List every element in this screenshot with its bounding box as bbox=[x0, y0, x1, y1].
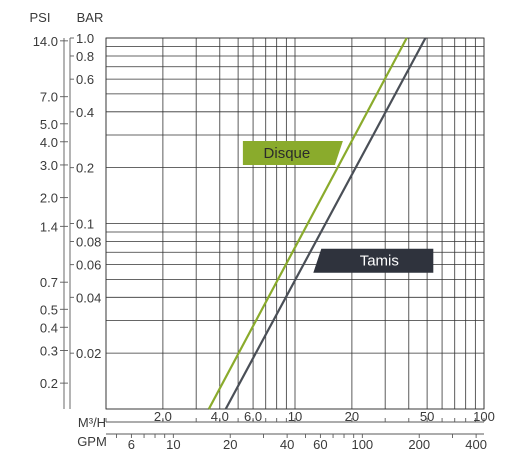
bar-unit-label: BAR bbox=[77, 10, 104, 25]
gpm-tick-label: 200 bbox=[408, 437, 430, 452]
plot-frame bbox=[105, 37, 485, 410]
gpm-tick-label: 6 bbox=[128, 437, 135, 452]
series-labels-layer: Disque Tamis bbox=[242, 140, 434, 273]
bar-tick-label: 0.08 bbox=[76, 234, 101, 249]
psi-tick-label: 2.0 bbox=[40, 191, 58, 206]
gpm-tick-label: 20 bbox=[223, 437, 237, 452]
m3h-tick-label: 4.0 bbox=[211, 409, 229, 424]
psi-tick-label: 0.4 bbox=[40, 320, 58, 335]
bar-tick-label: 0.2 bbox=[76, 161, 94, 176]
bar-tick-label: 0.4 bbox=[76, 105, 94, 120]
psi-tick-label: 0.5 bbox=[40, 302, 58, 317]
m3h-tick-label: 10 bbox=[288, 409, 302, 424]
bar-tick-label: 0.1 bbox=[76, 217, 94, 232]
psi-tick-label: 1.4 bbox=[40, 219, 58, 234]
psi-tick-label: 5.0 bbox=[40, 117, 58, 132]
psi-tick-label: 7.0 bbox=[40, 90, 58, 105]
tamis-label-tag bbox=[313, 248, 434, 273]
m3h-tick-label: 50 bbox=[420, 409, 434, 424]
gpm-tick-label: 400 bbox=[465, 437, 487, 452]
gpm-tick-label: 100 bbox=[351, 437, 373, 452]
bar-tick-label: 0.06 bbox=[76, 258, 101, 273]
bar-tick-label: 0.6 bbox=[76, 72, 94, 87]
bar-tick-label: 0.04 bbox=[76, 290, 101, 305]
psi-tick-label: 0.7 bbox=[40, 275, 58, 290]
bar-tick-label: 0.8 bbox=[76, 49, 94, 64]
gpm-unit-label: GPM bbox=[77, 434, 107, 449]
bar-tick-label: 0.02 bbox=[76, 346, 101, 361]
psi-tick-label: 14.0 bbox=[33, 34, 58, 49]
m3h-tick-label: 100 bbox=[473, 409, 495, 424]
disque-label-text: Disque bbox=[264, 145, 311, 162]
gpm-tick-label: 60 bbox=[313, 437, 327, 452]
axes-layer: PSI BAR M³/H GPM bbox=[30, 10, 485, 449]
gpm-tick-label: 40 bbox=[280, 437, 294, 452]
psi-tick-label: 0.2 bbox=[40, 376, 58, 391]
psi-tick-label: 4.0 bbox=[40, 135, 58, 150]
psi-tick-label: 0.3 bbox=[40, 343, 58, 358]
m3h-unit-label: M³/H bbox=[78, 415, 106, 430]
m3h-tick-label: 2.0 bbox=[154, 409, 172, 424]
ticks-layer: 14.0 7.0 5.0 4.0 3.0 2.0 1.4 0.7 0.5 0.4 0.3 0.2 1.0… bbox=[33, 31, 495, 452]
m3h-tick-label: 20 bbox=[345, 409, 359, 424]
m3h-tick-label: 6.0 bbox=[244, 409, 262, 424]
series-line-tamis bbox=[224, 37, 427, 410]
gpm-tick-label: 10 bbox=[166, 437, 180, 452]
psi-unit-label: PSI bbox=[30, 10, 51, 25]
series-layer bbox=[207, 37, 427, 410]
bar-tick-label: 1.0 bbox=[76, 31, 94, 46]
disque-label-tag bbox=[242, 140, 343, 165]
grid-layer bbox=[105, 37, 485, 410]
series-line-disque bbox=[207, 37, 408, 410]
tamis-label-text: Tamis bbox=[360, 253, 399, 270]
psi-tick-label: 3.0 bbox=[40, 158, 58, 173]
